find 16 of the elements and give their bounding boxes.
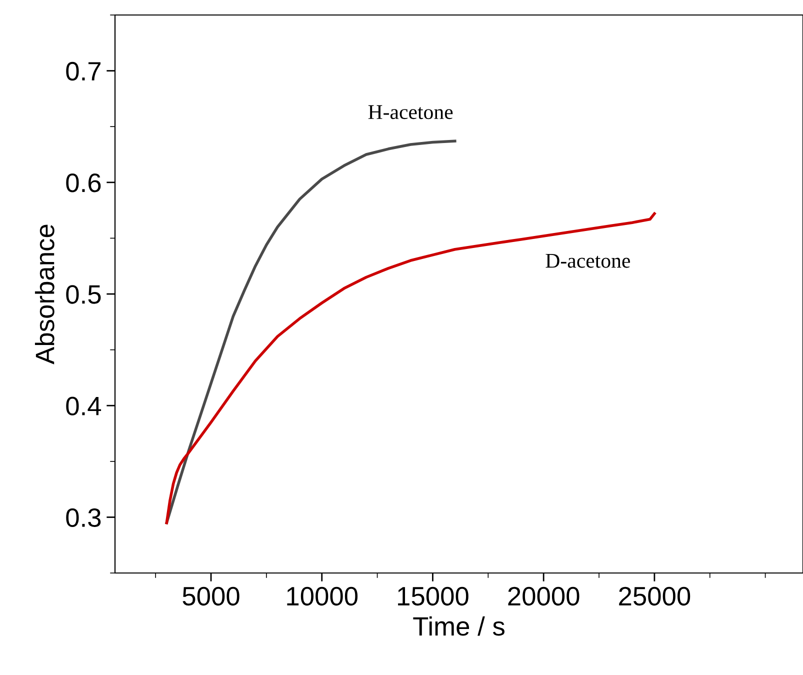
series-label: H-acetone [368,105,453,120]
y-tick-label: 0.4 [66,396,102,416]
line-series [165,140,456,524]
y-tick-label: 0.7 [66,62,100,81]
y-tick-label: 0.6 [66,174,101,192]
series-label: D-acetone [546,254,630,268]
y-tick-label: 0.5 [66,285,101,304]
x-tick-label: 10000 [287,586,358,606]
x-axis-title: Time / s [413,616,504,636]
line-series [165,212,656,524]
x-tick-label: 20000 [508,586,580,606]
x-tick-label: 25000 [619,586,690,606]
y-tick-label: 0.3 [66,508,101,528]
y-axis-title: Absorbance [34,224,54,364]
x-tick-label: 5000 [182,586,240,606]
x-tick-label: 15000 [398,586,468,606]
